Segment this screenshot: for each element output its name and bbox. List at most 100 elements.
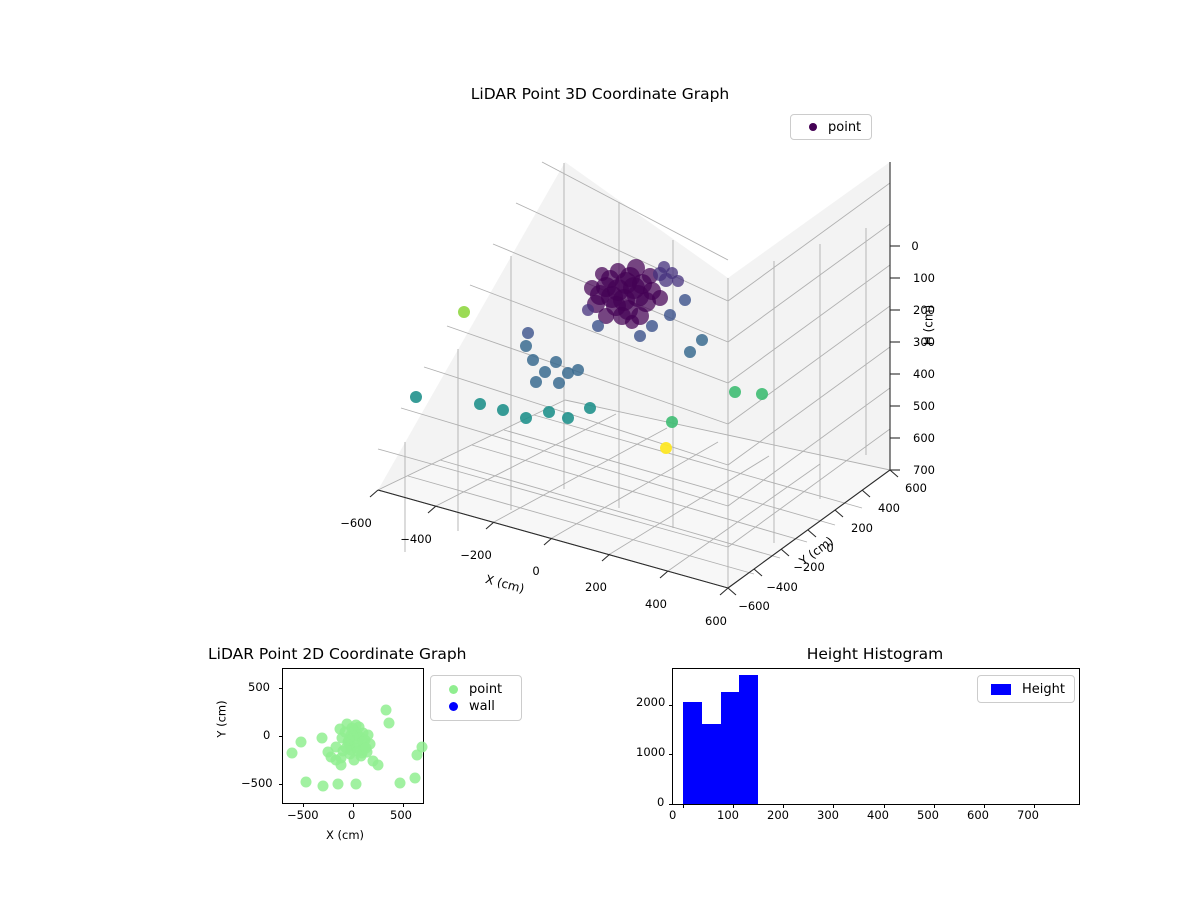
x-tick-label: −400	[400, 532, 432, 546]
x-tick-label: −600	[340, 516, 372, 530]
x-tick-mark	[683, 804, 685, 808]
legend-item-point: point	[431, 681, 521, 698]
plot-3d-title: LiDAR Point 3D Coordinate Graph	[470, 85, 730, 103]
x-tick-label: −200	[460, 548, 492, 562]
legend-histogram[interactable]: Height	[977, 675, 1075, 703]
scatter-point	[416, 741, 428, 753]
y-tick-label: 2000	[636, 695, 666, 709]
x-tick-mark	[833, 804, 835, 808]
scatter-3d-points	[410, 259, 768, 454]
point-marker-icon	[809, 123, 817, 131]
x-tick-label: 500	[917, 808, 939, 822]
x-tick-label: 400	[867, 808, 889, 822]
point-marker-icon	[449, 685, 458, 694]
z-tick-label: 500	[913, 399, 935, 413]
x-tick-label: 400	[645, 597, 667, 611]
scatter-point	[346, 722, 358, 734]
scatter-point	[409, 772, 421, 784]
x-tick-label: 500	[390, 808, 412, 822]
x-tick-label: 0	[669, 808, 677, 822]
y-tick-mark	[279, 783, 283, 785]
x-tick-mark	[883, 804, 885, 808]
x-tick-mark	[1033, 804, 1035, 808]
z-tick-label: 700	[913, 463, 935, 477]
wall-marker-icon	[449, 702, 458, 711]
z-tick-label: 400	[913, 367, 935, 381]
x-tick-label: −500	[287, 808, 319, 822]
scatter-point	[332, 778, 344, 790]
scatter-point	[394, 777, 406, 789]
x-tick-mark	[353, 803, 354, 807]
y-tick-label: 500	[248, 680, 270, 694]
x-tick-mark	[303, 803, 305, 807]
y-tick-label: 0	[657, 795, 665, 809]
plot-3d-canvas	[369, 161, 900, 596]
height-swatch-icon	[991, 683, 1012, 695]
scatter-point	[295, 736, 307, 748]
x-tick-mark	[983, 804, 985, 808]
scatter-point	[341, 718, 353, 730]
z-tick-label: 0	[911, 239, 919, 253]
legend-item-height: Height	[978, 681, 1074, 698]
legend-label: wall	[469, 699, 495, 714]
scatter-point	[362, 729, 374, 741]
y-tick-mark	[279, 688, 283, 690]
legend-3d[interactable]: point	[790, 114, 872, 140]
z-tick-label: 600	[913, 431, 935, 445]
histogram-bar	[683, 702, 702, 804]
x-tick-label: 0	[348, 808, 356, 822]
plot-3d-axes[interactable]: −600 −400 −200 0 200 400 600 −600 −400 −…	[330, 140, 950, 628]
y-tick-mark	[669, 804, 673, 805]
scatter-point	[357, 736, 369, 748]
y-tick-mark	[669, 704, 673, 706]
scatter-point	[411, 749, 423, 761]
legend-label: point	[828, 119, 862, 135]
histogram-bar	[701, 723, 721, 804]
scatter-point	[352, 745, 364, 757]
scatter-point	[335, 759, 347, 771]
x-tick-mark	[733, 804, 735, 808]
legend-item-wall: wall	[431, 698, 521, 715]
x-tick-mark	[933, 804, 935, 808]
y-tick-label: −200	[793, 560, 825, 574]
x-tick-label: 600	[705, 614, 727, 628]
z-tick-label: 300	[913, 335, 935, 349]
y-tick-label: −400	[766, 580, 798, 594]
scatter-point	[348, 754, 360, 766]
scatter-point	[350, 778, 362, 790]
z-axis-label: H (cm)	[921, 304, 936, 346]
plot-2d-title: LiDAR Point 2D Coordinate Graph	[208, 645, 467, 663]
y-tick-label: 200	[851, 521, 873, 535]
scatter-point	[330, 741, 342, 753]
scatter-point	[300, 776, 312, 788]
scatter-point	[339, 726, 351, 738]
x-axis-label: X (cm)	[326, 828, 365, 842]
scatter-point	[334, 723, 346, 735]
histogram-title: Height Histogram	[806, 645, 944, 663]
scatter-point	[380, 704, 392, 716]
x-tick-label: 200	[767, 808, 789, 822]
y-tick-label: 0	[826, 541, 834, 555]
scatter-point	[343, 734, 355, 746]
plot-2d-axes[interactable]	[279, 668, 428, 807]
x-tick-label: 100	[717, 808, 739, 822]
histogram-axes[interactable]: Height	[669, 668, 1080, 808]
y-tick-mark	[279, 736, 283, 737]
histogram-bar	[739, 674, 759, 804]
x-tick-label: 0	[532, 564, 540, 578]
scatter-point	[344, 748, 356, 760]
y-tick-label: 600	[905, 481, 927, 495]
legend-2d[interactable]: point wall	[430, 675, 522, 721]
x-tick-mark	[402, 803, 404, 807]
z-tick-label: 100	[913, 271, 935, 285]
y-tick-label: 400	[878, 501, 900, 515]
x-tick-mark	[783, 804, 785, 808]
x-tick-label: 700	[1017, 808, 1039, 822]
x-tick-label: 200	[585, 580, 607, 594]
scatter-point	[336, 732, 348, 744]
scatter-point	[360, 742, 372, 754]
scatter-point	[383, 717, 395, 729]
histogram-bar	[720, 692, 740, 804]
y-tick-mark	[669, 754, 673, 756]
x-tick-label: 300	[817, 808, 839, 822]
